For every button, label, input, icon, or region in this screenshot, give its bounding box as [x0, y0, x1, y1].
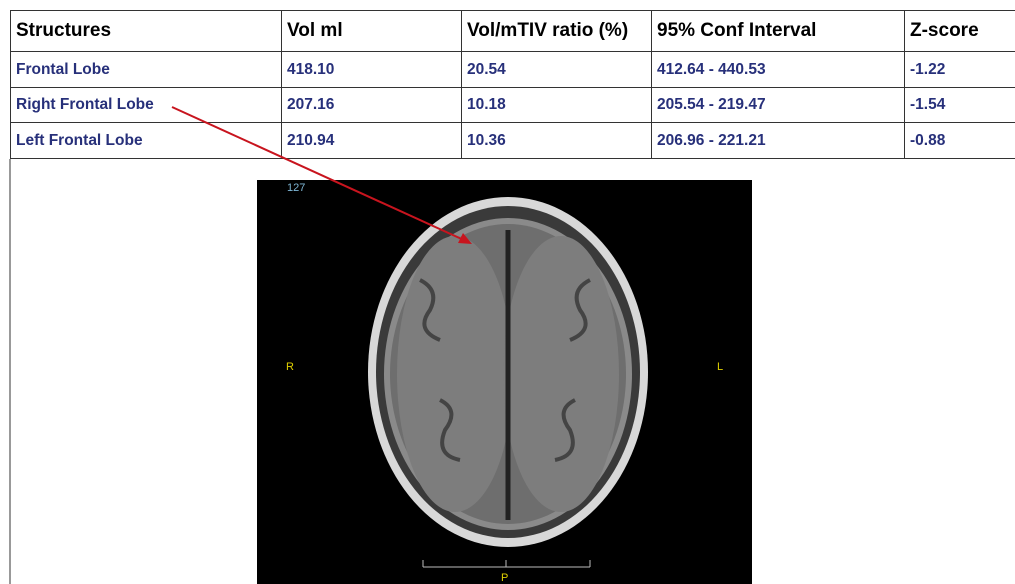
- orientation-label: P: [501, 572, 508, 584]
- figure: 127 R L P: [0, 0, 1015, 584]
- brain-scan: [368, 197, 648, 547]
- orientation-label: R: [286, 361, 294, 373]
- page: StructuresVol mlVol/mTIV ratio (%)95% Co…: [0, 0, 1015, 584]
- orientation-label: L: [717, 361, 723, 373]
- slice-number: 127: [287, 182, 305, 194]
